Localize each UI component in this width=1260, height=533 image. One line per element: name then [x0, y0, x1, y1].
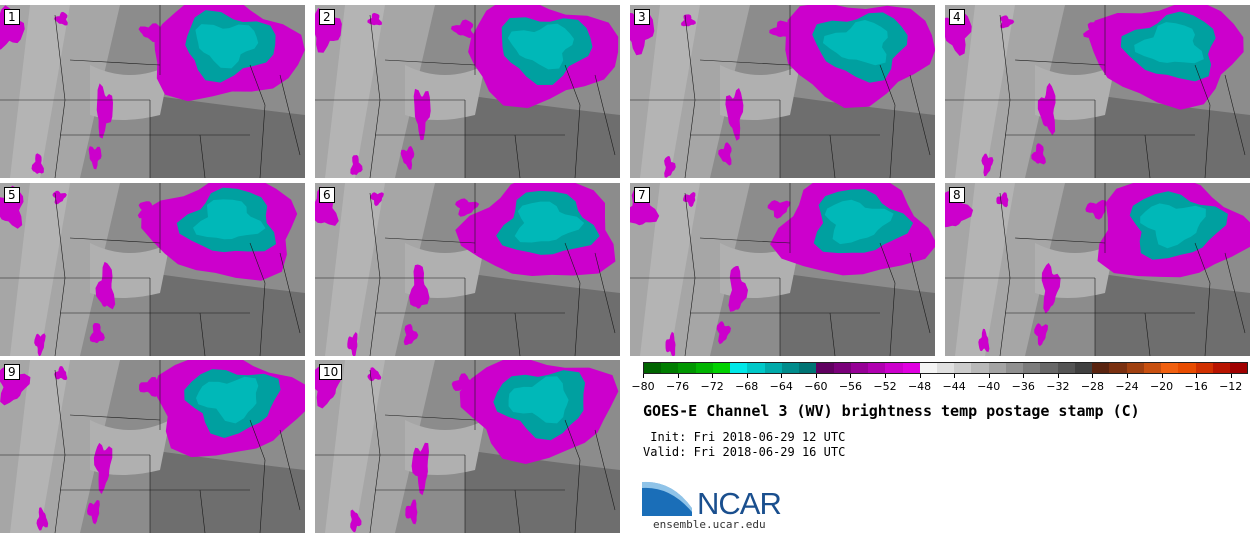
- panel-number-label: 10: [319, 364, 343, 380]
- colorbar-ticks: −80 −76 −72 −68 −64 −60 −56 −52 −48 −44 −40 −36 −32−…: [631, 374, 1248, 394]
- panel-number-label: 2: [319, 9, 335, 25]
- colorbar-tick: [885, 374, 886, 378]
- panel-number-label: 6: [319, 187, 335, 203]
- postage-stamp-panel: 10: [315, 360, 620, 533]
- colorbar-tick: [677, 374, 679, 378]
- postage-stamp-panel: 5: [0, 183, 305, 356]
- colorbar-swatch: [1109, 363, 1127, 373]
- colorbar-swatch: [1074, 363, 1093, 373]
- colorbar-swatch: [661, 363, 679, 373]
- colorbar-swatch: [730, 363, 748, 373]
- colorbar-swatch: [678, 363, 696, 373]
- colorbar-tick: [1057, 374, 1059, 378]
- colorbar-swatch: [868, 363, 886, 373]
- colorbar-swatch: [1040, 363, 1058, 373]
- panel-number-label: 4: [949, 9, 965, 25]
- colorbar-tick: [1127, 374, 1128, 378]
- colorbar-swatch: [695, 363, 713, 373]
- colorbar-swatch: [919, 363, 937, 373]
- colorbar-swatch: [1178, 363, 1196, 373]
- colorbar-tick-label: −72: [700, 380, 724, 393]
- colorbar-tick: [1196, 374, 1198, 378]
- valid-time: Valid: Fri 2018-06-29 16 UTC: [643, 445, 846, 459]
- colorbar-tick-label: −12: [1219, 380, 1243, 393]
- colorbar-swatch: [1229, 363, 1248, 373]
- colorbar-swatch: [764, 363, 782, 373]
- colorbar-tick: [643, 374, 644, 378]
- panel-number-label: 3: [634, 9, 650, 25]
- colorbar-swatch: [988, 363, 1006, 373]
- postage-stamp-panel: 7: [630, 183, 935, 356]
- colorbar-tick-label: −76: [665, 380, 690, 393]
- postage-stamp-panel: 3: [630, 5, 935, 178]
- colorbar-swatch: [850, 363, 869, 373]
- colorbar-tick-label: −48: [907, 380, 932, 393]
- postage-stamp-panel: 6: [315, 183, 620, 356]
- colorbar-swatch: [1143, 363, 1162, 373]
- postage-stamp-panel: 2: [315, 5, 620, 178]
- colorbar-swatch: [833, 363, 851, 373]
- ncar-logo-icon: [642, 476, 694, 516]
- figure-title: GOES-E Channel 3 (WV) brightness temp po…: [643, 402, 1140, 420]
- colorbar-tick-label: −56: [838, 380, 863, 393]
- postage-stamp-panel: 4: [945, 5, 1250, 178]
- postage-stamp-panel: 8: [945, 183, 1250, 356]
- colorbar-tick: [919, 374, 921, 378]
- colorbar: [643, 362, 1248, 374]
- colorbar-swatch: [644, 363, 662, 373]
- colorbar-tick: [815, 374, 817, 378]
- colorbar-swatch: [712, 363, 731, 373]
- colorbar-tick: [712, 374, 714, 378]
- colorbar-swatch: [799, 363, 817, 373]
- colorbar-tick-label: −36: [1011, 380, 1035, 393]
- init-time: Init: Fri 2018-06-29 12 UTC: [643, 430, 846, 444]
- colorbar-tick: [988, 374, 990, 378]
- colorbar-tick: [954, 374, 956, 378]
- colorbar-swatch: [971, 363, 989, 373]
- colorbar-swatch: [1161, 363, 1179, 373]
- colorbar-swatch: [954, 363, 972, 373]
- colorbar-swatch: [1057, 363, 1075, 373]
- postage-stamp-panel: 1: [0, 5, 305, 178]
- site-url: ensemble.ucar.edu: [653, 518, 766, 531]
- colorbar-tick-label: −52: [873, 380, 897, 393]
- colorbar-tick: [850, 374, 852, 378]
- colorbar-tick-label: −20: [1149, 380, 1174, 393]
- colorbar-swatch: [1023, 363, 1041, 373]
- colorbar-tick-label: −28: [1080, 380, 1105, 393]
- colorbar-swatch: [1195, 363, 1213, 373]
- colorbar-tick: [1161, 374, 1163, 378]
- postage-stamp-panel: 9: [0, 360, 305, 533]
- colorbar-tick-label: −32: [1046, 380, 1070, 393]
- colorbar-tick: [1230, 374, 1232, 378]
- panel-number-label: 5: [4, 187, 20, 203]
- colorbar-swatch: [902, 363, 920, 373]
- colorbar-tick-label: −60: [804, 380, 828, 393]
- colorbar-swatch: [816, 363, 834, 373]
- colorbar-swatch: [747, 363, 765, 373]
- panel-number-label: 9: [4, 364, 20, 380]
- colorbar-swatch: [781, 363, 800, 373]
- colorbar-tick: [781, 374, 783, 378]
- colorbar-tick: [746, 374, 748, 378]
- colorbar-tick-label: −44: [942, 380, 966, 393]
- colorbar-swatch: [936, 363, 955, 373]
- colorbar-swatch: [1005, 363, 1024, 373]
- colorbar-tick: [1023, 374, 1025, 378]
- panel-number-label: 1: [4, 9, 20, 25]
- colorbar-swatch: [885, 363, 903, 373]
- colorbar-tick-label: −68: [735, 380, 759, 393]
- colorbar-tick-label: −24: [1115, 380, 1139, 393]
- ncar-logo-text: NCAR: [697, 486, 782, 521]
- colorbar-swatch: [1092, 363, 1110, 373]
- colorbar-tick-label: −40: [977, 380, 1001, 393]
- colorbar-swatch: [1126, 363, 1144, 373]
- panel-number-label: 8: [949, 187, 965, 203]
- panel-number-label: 7: [634, 187, 650, 203]
- colorbar-tick-label: −16: [1184, 380, 1208, 393]
- colorbar-swatch: [1212, 363, 1230, 373]
- colorbar-tick-label: −80: [631, 380, 655, 393]
- colorbar-tick-label: −64: [769, 380, 793, 393]
- colorbar-tick: [1092, 374, 1094, 378]
